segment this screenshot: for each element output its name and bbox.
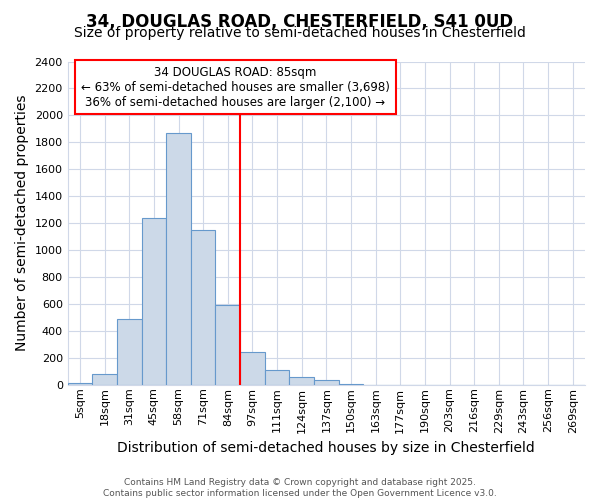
Text: 34 DOUGLAS ROAD: 85sqm
← 63% of semi-detached houses are smaller (3,698)
36% of : 34 DOUGLAS ROAD: 85sqm ← 63% of semi-det… [81, 66, 389, 108]
Bar [265, 370, 289, 385]
Y-axis label: Number of semi-detached properties: Number of semi-detached properties [15, 95, 29, 351]
Bar [215, 306, 240, 385]
Bar [240, 352, 265, 385]
Text: 34, DOUGLAS ROAD, CHESTERFIELD, S41 0UD: 34, DOUGLAS ROAD, CHESTERFIELD, S41 0UD [86, 12, 514, 30]
Bar [338, 384, 363, 385]
Text: Size of property relative to semi-detached houses in Chesterfield: Size of property relative to semi-detach… [74, 26, 526, 40]
Text: Contains HM Land Registry data © Crown copyright and database right 2025.
Contai: Contains HM Land Registry data © Crown c… [103, 478, 497, 498]
Bar [166, 133, 191, 385]
Bar [142, 218, 166, 385]
Bar [117, 319, 142, 385]
Bar [92, 374, 117, 385]
Bar [314, 380, 338, 385]
Bar [289, 376, 314, 385]
X-axis label: Distribution of semi-detached houses by size in Chesterfield: Distribution of semi-detached houses by … [118, 441, 535, 455]
Bar [191, 230, 215, 385]
Bar [68, 382, 92, 385]
